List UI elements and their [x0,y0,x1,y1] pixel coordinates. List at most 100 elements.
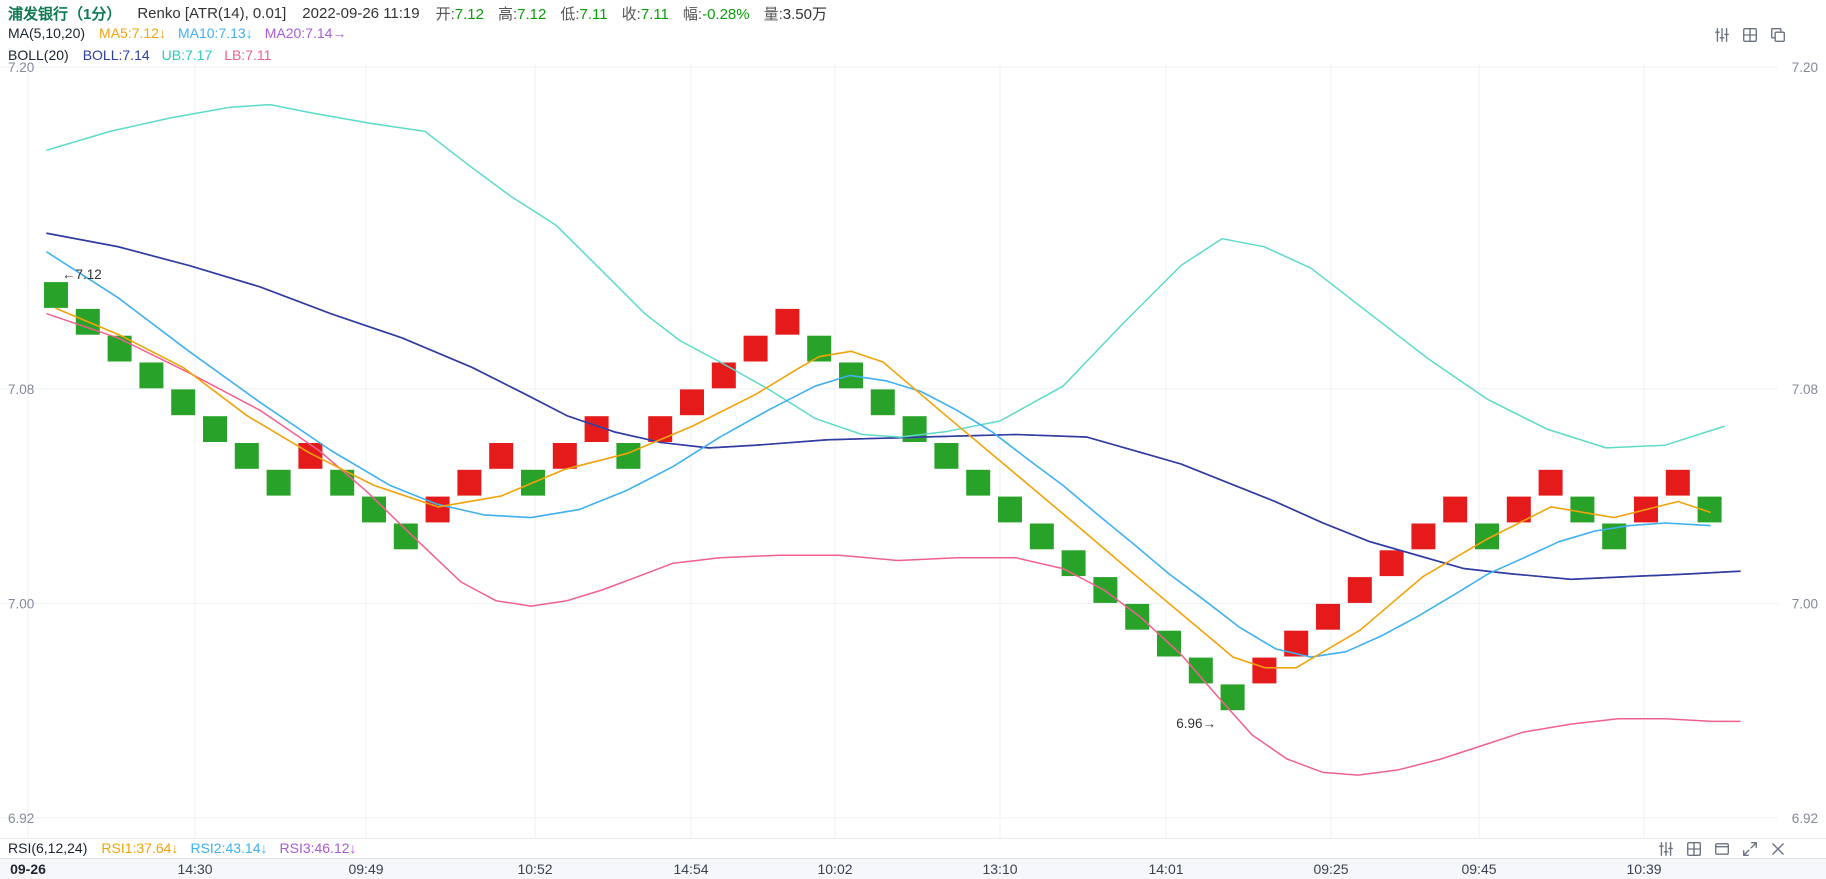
ma10-line [46,251,1711,658]
ohlc-field-量: 量:3.50万 [763,5,827,23]
renko-brick-down [870,389,895,416]
x-axis-label: 09:45 [1461,861,1497,877]
chart-plot-area[interactable]: 7.20 7.20 7.08 7.08 7.00 7.00 6.92 6.92 ←7.12 6.9… [0,0,1826,838]
renko-brick-down [362,496,386,523]
renko-brick-down [1029,523,1054,550]
datetime-label: 2022-09-26 11:19 [302,4,420,22]
renko-brick-down [807,335,832,362]
ohlc-field-高: 高:7.12 [498,5,547,23]
ohlc-fields: 开:7.12 高:7.12 低:7.11 收:7.11 幅:-0.28% 量:3.50万 [436,3,827,24]
x-axis-label: 14:30 [177,861,213,877]
y-axis-label-right: 6.92 [1792,811,1818,826]
renko-brick-up [1411,523,1436,550]
x-axis-label: 14:54 [673,861,709,877]
renko-brick-up [1316,603,1340,630]
renko-brick-down [934,443,959,469]
renko-brick-down [966,469,991,496]
renko-brick-down [139,362,164,389]
rsi-legend-item-2: RSI3:46.12↓ [279,840,357,856]
price-annotation: ←7.12 [62,267,102,282]
renko-brick-up [711,362,736,389]
x-axis-label: 09:25 [1313,861,1349,877]
renko-brick-down [266,469,291,496]
x-axis-label: 10:52 [517,861,553,877]
x-axis-label: 10:02 [817,861,853,877]
renko-brick-down [1093,577,1118,603]
y-axis-label-left: 7.08 [8,382,34,397]
boll-ub-line [46,103,1725,449]
renko-brick-up [743,335,768,362]
grid-icon[interactable] [1686,841,1702,857]
y-axis-label-right: 7.00 [1792,596,1818,611]
renko-brick-up [552,443,577,469]
renko-brick-down [107,335,132,362]
rsi-legend-name[interactable]: RSI(6,12,24) [8,840,88,856]
x-axis-label: 10:39 [1626,861,1662,877]
renko-brick-up [1665,469,1690,496]
renko-brick-down [1220,684,1245,711]
boll-lb-line [46,313,1741,776]
renko-brick-up [680,389,704,416]
ohlc-field-开: 开:7.12 [435,5,484,23]
indicator-settings-icon[interactable] [1714,27,1730,43]
renko-brick-up [457,469,482,496]
x-axis-label: 13:10 [982,861,1018,877]
y-axis-label-left: 6.92 [8,811,34,826]
stock-title: 浦发银行（1分） [8,5,122,23]
chart-type-label: Renko [ATR(14), 0.01] [137,4,287,22]
renko-brick-up [1379,550,1404,577]
x-axis-label: 09:49 [348,861,384,877]
y-axis-label-right: 7.08 [1792,382,1818,397]
expand-icon[interactable] [1742,841,1758,857]
ma-legend: MA(5,10,20) MA5:7.12↓ MA10:7.13↓ MA20:7.14… [8,25,346,41]
ma-legend-item-0: MA5:7.12↓ [99,25,166,41]
boll-legend-item-2: LB:7.11 [224,47,272,63]
pane-toolbar-top [1714,27,1786,43]
rsi-legend-item-1: RSI2:43.14↓ [190,840,268,856]
renko-brick-down [203,416,227,442]
rsi-legend-item-0: RSI1:37.64↓ [101,840,179,856]
time-axis: 09-26 14:30 09:49 10:52 14:54 10:02 13:10 14:01… [0,858,1826,879]
ohlc-field-幅: 幅:-0.28% [682,5,750,23]
renko-brick-up [489,443,514,469]
rsi-pane: RSI(6,12,24) RSI1:37.64↓ RSI2:43.14↓ RSI3:… [0,838,1826,858]
renko-brick-up [648,416,673,442]
pane-toolbar-bottom [1658,841,1786,857]
ohlc-field-收: 收:7.11 [621,5,669,23]
renko-brick-down [998,496,1022,523]
renko-brick-up [1443,496,1468,523]
window-icon[interactable] [1714,841,1730,857]
renko-brick-down [44,282,68,308]
renko-brick-up [775,308,800,335]
boll-legend-item-0: BOLL:7.14 [82,47,150,63]
ma-legend-name[interactable]: MA(5,10,20) [8,25,86,41]
x-axis-label: 09-26 [10,861,46,877]
renko-brick-up [298,443,323,469]
renko-brick-down [1570,496,1595,523]
renko-brick-down [171,389,196,416]
x-axis-label: 14:01 [1148,861,1184,877]
renko-brick-up [1538,469,1563,496]
boll-legend: BOLL(20) BOLL:7.14 UB:7.17 LB:7.11 [8,47,271,63]
boll-mid-line [46,232,1741,581]
renko-brick-down [1475,523,1499,550]
rsi-legend: RSI(6,12,24) RSI1:37.64↓ RSI2:43.14↓ RSI3:… [8,840,357,856]
y-axis-label-left: 7.00 [8,596,34,611]
boll-legend-item-1: UB:7.17 [161,47,213,63]
grid-icon[interactable] [1742,27,1758,43]
ma-legend-item-1: MA10:7.13↓ [177,25,253,41]
renko-brick-up [1506,496,1531,523]
y-axis-label-right: 7.20 [1792,60,1818,75]
ma5-line [55,307,1711,669]
indicator-settings-icon[interactable] [1658,841,1674,857]
copy-icon[interactable] [1770,27,1786,43]
renko-brick-down [393,523,418,550]
y-axis-label-left: 7.20 [8,60,34,75]
boll-legend-name[interactable]: BOLL(20) [8,47,69,63]
renko-brick-up [1347,577,1372,603]
ma-legend-item-2: MA20:7.14→ [264,25,347,41]
ohlc-field-低: 低:7.11 [560,5,608,23]
renko-brick-down [1061,550,1086,577]
close-icon[interactable] [1770,841,1786,857]
